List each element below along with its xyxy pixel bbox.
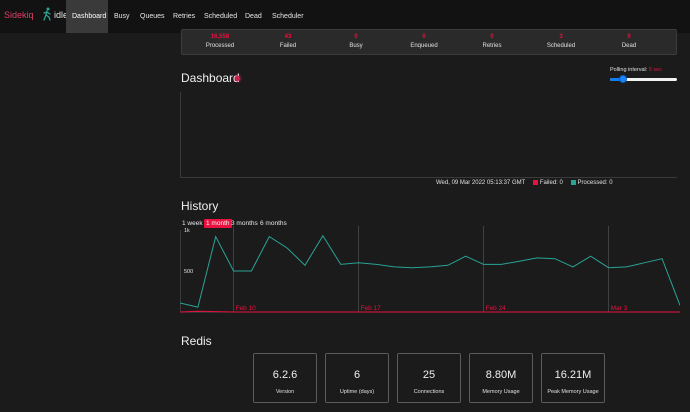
range-3-months[interactable]: 3 months: [231, 220, 258, 227]
redis-card-label: Memory Usage: [482, 389, 520, 395]
nav-dashboard[interactable]: Dashboard: [66, 0, 108, 33]
redis-card-label: Connections: [413, 389, 445, 395]
redis-card-peak-memory: 16.21M Peak Memory Usage: [541, 353, 605, 403]
y-tick-label: 1k: [184, 228, 190, 234]
processed-legend: Processed: 0: [577, 180, 613, 187]
redis-card-memory: 8.80M Memory Usage: [469, 353, 533, 403]
brand-link[interactable]: Sidekiq: [4, 10, 34, 20]
realtime-timestamp: Wed, 09 Mar 2022 05:13:37 GMT: [436, 180, 526, 187]
stat-label: Enqueued: [410, 43, 438, 49]
x-tick-label: Mar 3: [611, 305, 628, 312]
redis-card-value: 8.80M: [485, 369, 517, 381]
stat-busy[interactable]: 0 Busy: [326, 30, 386, 56]
redis-card-label: Peak Memory Usage: [547, 389, 599, 395]
status-idle: idle: [54, 10, 69, 20]
history-title: History: [181, 199, 219, 213]
stat-value: 16,558: [210, 34, 230, 40]
stat-value: 0: [627, 34, 631, 40]
stat-value: 0: [354, 34, 358, 40]
failed-swatch: [532, 180, 538, 185]
stat-value: 3: [559, 34, 563, 40]
redis-card-connections: 25 Connections: [397, 353, 461, 403]
stat-value: 0: [490, 34, 494, 40]
top-navbar: Sidekiq idle Dashboard Busy Queues Retri…: [0, 0, 690, 33]
stat-dead[interactable]: 0 Dead: [599, 30, 659, 56]
stat-label: Retries: [482, 43, 502, 49]
nav-queues[interactable]: Queues: [140, 13, 165, 20]
nav-retries[interactable]: Retries: [173, 13, 196, 20]
redis-card-label: Version: [275, 389, 295, 395]
processed-swatch: [570, 180, 576, 185]
range-6-months[interactable]: 6 months: [260, 220, 287, 227]
stat-processed[interactable]: 16,558 Processed: [190, 30, 250, 56]
redis-card-uptime: 6 Uptime (days): [325, 353, 389, 403]
polling-interval-label: Polling interval: 5 sec: [610, 67, 662, 73]
polling-value: 5 sec: [648, 67, 662, 73]
x-tick-label: Feb 10: [236, 305, 257, 312]
polling-interval-slider[interactable]: [610, 75, 677, 83]
nav-scheduled[interactable]: Scheduled: [204, 13, 238, 20]
stat-value: 43: [284, 34, 292, 40]
slider-fill: [610, 78, 624, 81]
redis-card-value: 6: [353, 369, 361, 381]
stat-retries[interactable]: 0 Retries: [462, 30, 522, 56]
stat-label: Dead: [621, 43, 637, 49]
range-1-week[interactable]: 1 week: [182, 220, 203, 227]
polling-label-text: Polling interval:: [610, 67, 648, 73]
dashboard-title: Dashboard: [181, 71, 240, 85]
stat-failed[interactable]: 43 Failed: [258, 30, 318, 56]
stat-enqueued[interactable]: 0 Enqueued: [394, 30, 454, 56]
slider-handle[interactable]: [619, 75, 628, 83]
realtime-chart: [180, 92, 677, 178]
series-line-processed: [180, 234, 680, 308]
summary-bar: 16,558 Processed 43 Failed 0 Busy 0 Enqu…: [181, 29, 677, 55]
redis-card-label: Uptime (days): [339, 389, 375, 395]
y-tick-label: 500: [184, 269, 193, 275]
running-person-icon: [43, 7, 51, 21]
range-1-month[interactable]: 1 month: [204, 219, 232, 228]
nav-scheduler[interactable]: Scheduler: [272, 13, 304, 20]
stat-label: Processed: [205, 43, 235, 49]
nav-busy[interactable]: Busy: [114, 13, 130, 20]
stat-label: Scheduled: [546, 43, 576, 49]
x-tick-label: Feb 24: [486, 305, 507, 312]
stat-label: Busy: [349, 43, 363, 49]
redis-card-value: 25: [422, 369, 436, 381]
redis-card-value: 6.2.6: [272, 369, 298, 381]
live-beacon-icon: [235, 76, 240, 81]
x-tick-label: Feb 17: [361, 305, 382, 312]
redis-title: Redis: [181, 334, 212, 348]
redis-card-value: 16.21M: [554, 369, 592, 381]
realtime-legend: Wed, 09 Mar 2022 05:13:37 GMT Failed: 0 …: [436, 180, 613, 186]
stat-value: 0: [422, 34, 426, 40]
nav-dead[interactable]: Dead: [245, 13, 262, 20]
stat-label: Failed: [279, 43, 297, 49]
stat-scheduled[interactable]: 3 Scheduled: [531, 30, 591, 56]
history-chart: Feb 10 Feb 17 Feb 24 Mar 3 1k 500: [180, 226, 680, 313]
series-line-failed: [180, 310, 680, 313]
failed-legend: Failed: 0: [539, 180, 563, 187]
redis-card-version: 6.2.6 Version: [253, 353, 317, 403]
